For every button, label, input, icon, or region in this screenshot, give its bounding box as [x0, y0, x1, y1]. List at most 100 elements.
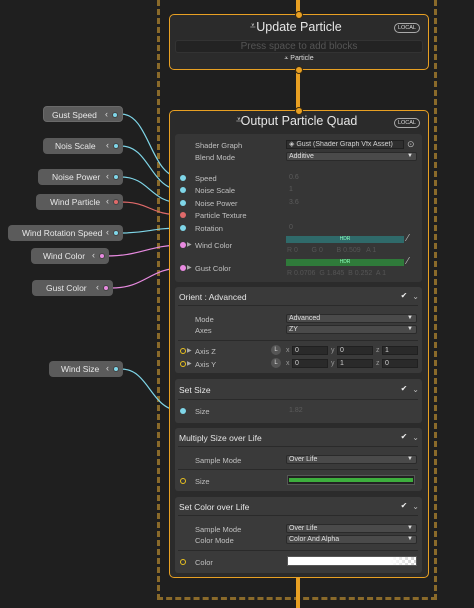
- set-color-title: Set Color over Life: [179, 502, 250, 512]
- param-wind-rotation-speed[interactable]: Wind Rotation Speed ‹: [8, 225, 123, 241]
- wind-color-swatch[interactable]: HDR: [286, 236, 404, 243]
- noise-scale-port[interactable]: [180, 187, 186, 193]
- chevron-down-icon[interactable]: ⌄: [412, 433, 419, 442]
- size-curve-field[interactable]: [287, 475, 415, 485]
- orient-axes-dropdown[interactable]: ZY ▼: [286, 325, 417, 334]
- axis-z-x-field[interactable]: 0: [292, 346, 328, 355]
- gust-b-value[interactable]: 0.252: [354, 270, 373, 277]
- gust-g-value[interactable]: 1.845: [326, 270, 345, 277]
- wind-g-value[interactable]: 0: [318, 247, 323, 254]
- axis-y-port[interactable]: [180, 361, 186, 367]
- axis-y-y-field[interactable]: 1: [337, 359, 373, 368]
- chevron-left-icon[interactable]: ‹: [106, 196, 109, 206]
- blend-mode-dropdown[interactable]: Additive ▼: [286, 152, 417, 161]
- rotation-port[interactable]: [180, 225, 186, 231]
- particle-texture-port[interactable]: [180, 212, 186, 218]
- param-output-port[interactable]: [99, 253, 105, 259]
- object-picker-icon[interactable]: ⊙: [407, 139, 415, 149]
- param-label: Wind Particle: [50, 197, 101, 207]
- space-toggle[interactable]: L: [271, 358, 281, 368]
- param-output-port[interactable]: [113, 143, 119, 149]
- axis-z-port[interactable]: [180, 348, 186, 354]
- group-border-left: [157, 0, 160, 600]
- axis-y-x-field[interactable]: 0: [292, 359, 328, 368]
- output-flow-in-port[interactable]: [295, 107, 303, 115]
- expand-arrow-icon[interactable]: ▶: [187, 361, 192, 367]
- param-noise-power[interactable]: Noise Power ‹: [38, 169, 123, 185]
- update-flow-out-port[interactable]: [295, 66, 303, 74]
- param-output-port[interactable]: [112, 112, 118, 118]
- expand-arrow-icon[interactable]: ▶: [187, 348, 192, 354]
- size-curve-port[interactable]: [180, 478, 186, 484]
- orient-mode-value: Advanced: [289, 315, 321, 322]
- shader-graph-field[interactable]: ◈ Gust (Shader Graph Vfx Asset): [286, 140, 404, 149]
- set-size-block[interactable]: Set Size ✔ ⌄: [175, 379, 422, 423]
- block-enabled-checkbox[interactable]: ✔: [400, 291, 408, 300]
- param-wind-size[interactable]: Wind Size ‹: [49, 361, 123, 377]
- param-gust-color[interactable]: Gust Color ‹: [32, 280, 113, 296]
- space-toggle[interactable]: L: [271, 345, 281, 355]
- param-nois-scale[interactable]: Nois Scale ‹: [43, 138, 123, 154]
- axis-z-z-field[interactable]: 1: [382, 346, 418, 355]
- wind-color-port[interactable]: [180, 242, 186, 248]
- add-blocks-placeholder[interactable]: Press space to add blocks: [175, 40, 423, 53]
- color-mode-dropdown[interactable]: Color And Alpha ▼: [286, 535, 417, 544]
- wind-a-value[interactable]: 1: [372, 247, 377, 254]
- chevron-left-icon[interactable]: ‹: [106, 363, 109, 373]
- y-axis-label: y: [331, 360, 335, 367]
- color-gradient-port[interactable]: [180, 559, 186, 565]
- update-flow-in-port[interactable]: [295, 11, 303, 19]
- speed-port[interactable]: [180, 175, 186, 181]
- chevron-left-icon[interactable]: ‹: [92, 250, 95, 260]
- block-divider: [178, 340, 418, 341]
- gust-color-hdr: HDR: [339, 259, 351, 265]
- orient-mode-dropdown[interactable]: Advanced ▼: [286, 314, 417, 323]
- chevron-down-icon[interactable]: ⌄: [412, 292, 419, 301]
- chevron-left-icon[interactable]: ‹: [105, 109, 108, 119]
- gust-color-swatch[interactable]: HDR: [286, 259, 404, 266]
- param-wind-particle[interactable]: Wind Particle ‹: [36, 194, 123, 210]
- noise-power-port[interactable]: [180, 200, 186, 206]
- axis-z-y-field[interactable]: 0: [337, 346, 373, 355]
- wind-r-value[interactable]: 0: [294, 247, 298, 254]
- param-label: Wind Size: [61, 364, 100, 374]
- wind-b-value[interactable]: 0.509: [343, 247, 361, 254]
- block-enabled-checkbox[interactable]: ✔: [400, 432, 408, 441]
- gust-color-rgba: R 0.0706 G 1.845 B 0.252 A 1: [287, 270, 386, 277]
- param-output-port[interactable]: [103, 285, 109, 291]
- color-gradient-field[interactable]: [287, 556, 417, 566]
- param-gust-speed[interactable]: Gust Speed ‹: [43, 106, 123, 122]
- chevron-left-icon[interactable]: ‹: [106, 171, 109, 181]
- chevron-left-icon[interactable]: ‹: [106, 140, 109, 150]
- param-output-port[interactable]: [113, 174, 119, 180]
- sample-mode-dropdown[interactable]: Over Life ▼: [286, 455, 417, 464]
- expand-arrow-icon[interactable]: ▶: [187, 265, 192, 271]
- color-picker-icon[interactable]: ⁄: [407, 233, 409, 244]
- color-picker-icon[interactable]: ⁄: [407, 256, 409, 267]
- size-port[interactable]: [180, 408, 186, 414]
- block-enabled-checkbox[interactable]: ✔: [400, 384, 408, 393]
- param-output-port[interactable]: [113, 230, 119, 236]
- axis-y-z-field[interactable]: 0: [382, 359, 418, 368]
- expand-arrow-icon[interactable]: ▶: [187, 242, 192, 248]
- block-enabled-checkbox[interactable]: ✔: [400, 501, 408, 510]
- gust-r-value[interactable]: 0.0706: [294, 270, 316, 277]
- color-sample-mode-dropdown[interactable]: Over Life ▼: [286, 524, 417, 533]
- chevron-down-icon[interactable]: ⌄: [412, 385, 419, 394]
- blend-mode-value: Additive: [289, 153, 314, 160]
- chevron-down-icon[interactable]: ⌄: [412, 502, 419, 511]
- shader-asset-icon: ◈: [289, 141, 297, 148]
- gust-color-port[interactable]: [180, 265, 186, 271]
- noise-scale-label: Noise Scale: [195, 186, 236, 195]
- axis-y-label: Axis Y: [195, 360, 217, 369]
- chevron-left-icon[interactable]: ‹: [96, 282, 99, 292]
- param-output-port[interactable]: [113, 366, 119, 372]
- sample-mode-label: Sample Mode: [195, 456, 242, 465]
- param-output-port[interactable]: [113, 199, 119, 205]
- gust-a-value[interactable]: 1: [382, 270, 386, 277]
- param-wind-color[interactable]: Wind Color ‹: [31, 248, 109, 264]
- update-particle-context[interactable]: ⩡ Update Particle LOCAL Press space to a…: [169, 14, 429, 70]
- chevron-left-icon[interactable]: ‹: [106, 227, 109, 237]
- output-local-badge[interactable]: LOCAL: [393, 118, 420, 128]
- local-badge[interactable]: LOCAL: [393, 23, 420, 33]
